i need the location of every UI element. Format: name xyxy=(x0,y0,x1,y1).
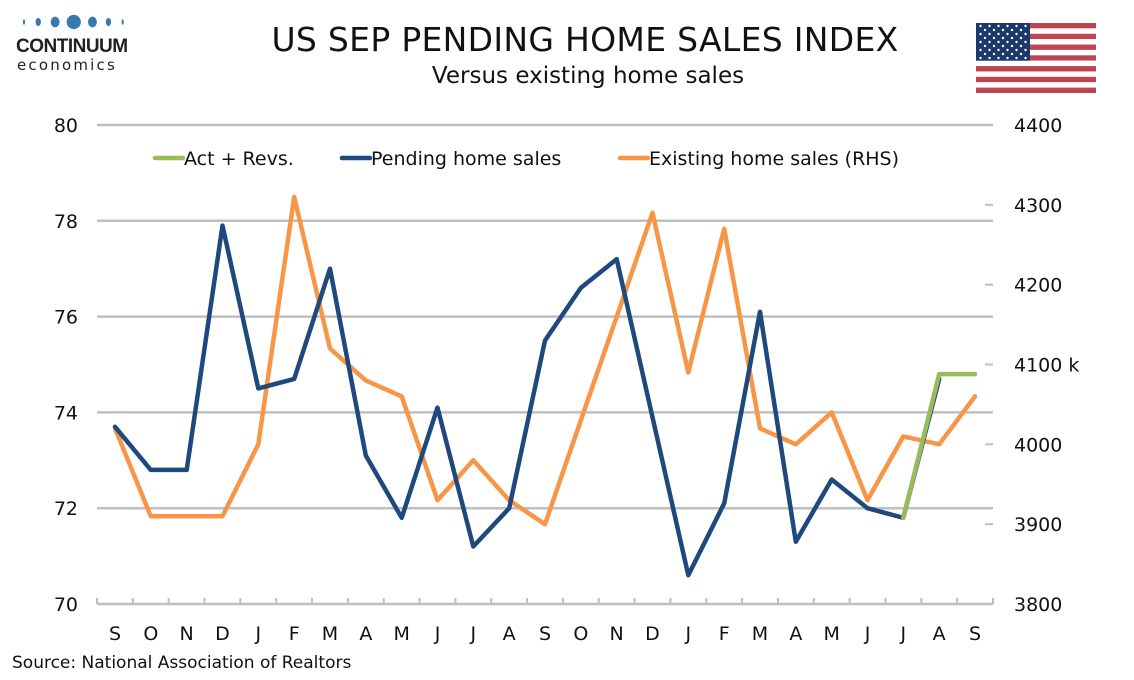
gridlines xyxy=(97,123,993,510)
left-tick-label: 70 xyxy=(54,594,78,616)
x-tick-label: M xyxy=(752,623,768,645)
x-tick-label: F xyxy=(719,623,730,645)
x-tick-label: A xyxy=(933,623,946,645)
x-tick-label: M xyxy=(823,623,839,645)
legend-label: Act + Revs. xyxy=(184,148,294,170)
x-tick-label: J xyxy=(255,623,262,645)
left-tick-label: 74 xyxy=(54,402,78,424)
series-line-pending-home-sales xyxy=(112,223,942,578)
axes: 70 72 74 76 78 80 3800 3900 4000 4100 k 4200 4300 44… xyxy=(54,115,1080,645)
left-tick-label: 78 xyxy=(54,211,78,233)
x-tick-label: N xyxy=(610,623,624,645)
chart-title: US SEP PENDING HOME SALES INDEX xyxy=(271,20,899,59)
series-line-existing-home-sales-rhs xyxy=(112,194,978,527)
left-tick-label: 72 xyxy=(54,498,78,520)
x-tick-label: A xyxy=(789,623,802,645)
logo-brand-text: CONTINUUM xyxy=(16,36,128,57)
x-tick-label: O xyxy=(573,623,588,645)
company-logo: CONTINUUM economics xyxy=(12,14,132,74)
left-tick-label: 80 xyxy=(54,115,78,137)
x-tick-label: M xyxy=(322,623,338,645)
right-tick-label: 4000 xyxy=(1014,434,1062,456)
source-note: Source: National Association of Realtors xyxy=(12,653,352,673)
right-tick-label: 4400 xyxy=(1014,115,1062,137)
x-tick-label: J xyxy=(470,623,477,645)
x-tick-label: D xyxy=(645,623,660,645)
x-tick-label: S xyxy=(539,623,551,645)
logo-sub-text: economics xyxy=(17,56,117,74)
x-tick-label: S xyxy=(969,623,981,645)
legend-label: Existing home sales (RHS) xyxy=(649,148,899,170)
right-tick-label: 4300 xyxy=(1014,195,1062,217)
right-tick-label: 3800 xyxy=(1014,594,1062,616)
x-tick-label: A xyxy=(503,623,516,645)
right-tick-label: 4200 xyxy=(1014,275,1062,297)
x-tick-label: J xyxy=(434,623,441,645)
x-tick-label: D xyxy=(215,623,230,645)
x-tick-label: J xyxy=(685,623,692,645)
x-tick-label: A xyxy=(359,623,372,645)
chart-subtitle: Versus existing home sales xyxy=(431,63,745,89)
x-tick-label: J xyxy=(864,623,871,645)
x-tick-label: N xyxy=(180,623,194,645)
right-tick-label: 4100 k xyxy=(1014,355,1079,377)
x-tick-label: S xyxy=(109,623,121,645)
x-tick-label: O xyxy=(143,623,158,645)
series-lines xyxy=(112,194,978,578)
x-tick-label: J xyxy=(900,623,907,645)
legend-label: Pending home sales xyxy=(371,148,561,170)
us-flag-icon xyxy=(976,23,1096,93)
left-tick-label: 76 xyxy=(54,307,78,329)
right-tick-label: 3900 xyxy=(1014,514,1062,536)
legend: Act + Revs. Pending home sales Existing ho… xyxy=(152,148,899,170)
logo-dots-icon xyxy=(22,14,124,30)
x-tick-label: F xyxy=(289,623,300,645)
x-tick-label: M xyxy=(393,623,409,645)
